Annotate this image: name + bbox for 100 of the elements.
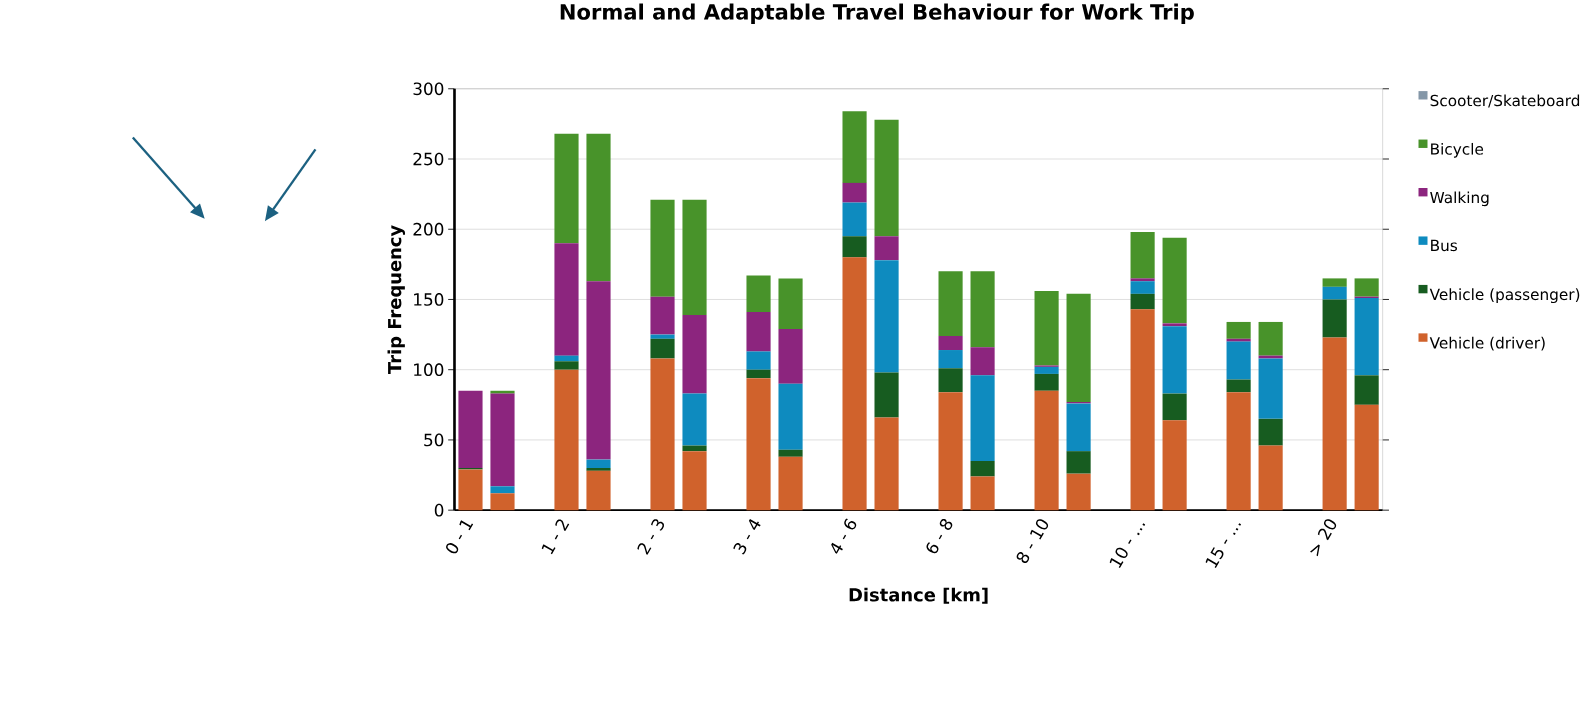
bar — [970, 476, 995, 510]
bar — [490, 493, 515, 510]
bar — [938, 271, 963, 336]
bar — [554, 361, 579, 370]
bar — [682, 199, 707, 315]
bar — [1354, 278, 1379, 297]
bar — [1354, 404, 1379, 510]
bar — [1034, 373, 1059, 391]
bar — [874, 259, 899, 373]
bar — [1130, 280, 1155, 294]
bar — [970, 460, 995, 477]
bar — [938, 368, 963, 392]
bar — [650, 199, 675, 297]
bar — [842, 257, 867, 510]
bar — [746, 275, 771, 312]
bar — [778, 328, 803, 384]
bar — [650, 296, 675, 335]
bar — [842, 111, 867, 183]
bar — [554, 355, 579, 362]
x-tick-label: 10 - ... — [1109, 523, 1146, 568]
bar — [1034, 366, 1059, 374]
bar — [778, 456, 803, 510]
legend-label: Vehicle (driver) — [1429, 336, 1545, 351]
bar — [1226, 379, 1251, 392]
x-tick-label: 1 - 2 — [541, 519, 570, 554]
bar — [1226, 391, 1251, 510]
bar — [1354, 297, 1379, 376]
bar — [970, 346, 995, 376]
bar — [682, 450, 707, 510]
bar — [1322, 286, 1347, 300]
chart-title: Normal and Adaptable Travel Behaviour for Work Trip — [560, 3, 1194, 24]
bar — [1162, 237, 1187, 324]
bar — [650, 338, 675, 359]
bar — [490, 390, 515, 394]
bar — [1130, 309, 1155, 510]
bar — [1322, 337, 1347, 510]
bar — [938, 349, 963, 369]
bar — [682, 393, 707, 446]
bar — [746, 311, 771, 352]
bar — [1258, 445, 1283, 510]
bar — [490, 486, 515, 494]
bar — [938, 335, 963, 350]
bar — [554, 133, 579, 244]
bar — [586, 280, 611, 460]
x-tick-label: 8 - 10 — [1016, 519, 1049, 563]
x-tick-label: 2 - 3 — [637, 518, 665, 555]
y-tick-label: 0 — [434, 503, 444, 517]
bar — [1034, 290, 1059, 366]
bar — [970, 271, 995, 347]
y-tick-label: 200 — [413, 222, 444, 236]
bar — [1162, 325, 1187, 394]
legend-label: Scooter/Skateboard — [1430, 94, 1580, 108]
bar — [746, 377, 771, 510]
bar — [1130, 231, 1155, 279]
bar — [842, 202, 867, 237]
bar — [1066, 473, 1091, 510]
bar — [1162, 420, 1187, 510]
bar — [1130, 293, 1155, 310]
bar — [746, 351, 771, 370]
bar — [682, 314, 707, 394]
bar — [586, 133, 611, 281]
bar — [778, 278, 803, 329]
bar — [1162, 323, 1187, 326]
bar — [490, 393, 515, 487]
legend-label: Bicycle — [1431, 142, 1484, 158]
bar — [874, 119, 899, 237]
bar — [586, 467, 611, 471]
bar — [1322, 299, 1347, 338]
x-tick-label: > 20 — [1310, 519, 1337, 557]
bar — [650, 334, 675, 339]
bar — [1226, 341, 1251, 380]
y-tick-label: 300 — [413, 82, 444, 95]
bar — [586, 470, 611, 510]
bar — [1354, 375, 1379, 405]
bar — [1258, 358, 1283, 419]
legend-label: Vehicle (passenger) — [1429, 288, 1580, 303]
y-tick-label: 50 — [424, 433, 444, 447]
bar — [1226, 321, 1251, 339]
bar — [1130, 278, 1155, 281]
bar — [874, 372, 899, 418]
x-tick-label: 15 - ... — [1205, 523, 1242, 568]
bar — [778, 383, 803, 450]
bar — [1226, 338, 1251, 342]
bar — [874, 236, 899, 260]
bar — [1258, 418, 1283, 446]
x-tick-label: 6 - 8 — [926, 518, 953, 554]
bar — [1034, 390, 1059, 510]
y-tick-label: 250 — [413, 152, 444, 166]
x-tick-label: 0 - 1 — [446, 520, 474, 554]
legend-label: Walking — [1430, 191, 1489, 206]
bar — [1066, 450, 1091, 474]
bar — [554, 369, 579, 510]
bar — [682, 445, 707, 451]
bar — [842, 236, 867, 258]
legend-label: Bus — [1431, 239, 1458, 251]
bar — [650, 358, 675, 510]
bar — [586, 459, 611, 468]
bar — [554, 243, 579, 356]
bar — [1066, 403, 1091, 451]
bar — [1066, 293, 1091, 402]
